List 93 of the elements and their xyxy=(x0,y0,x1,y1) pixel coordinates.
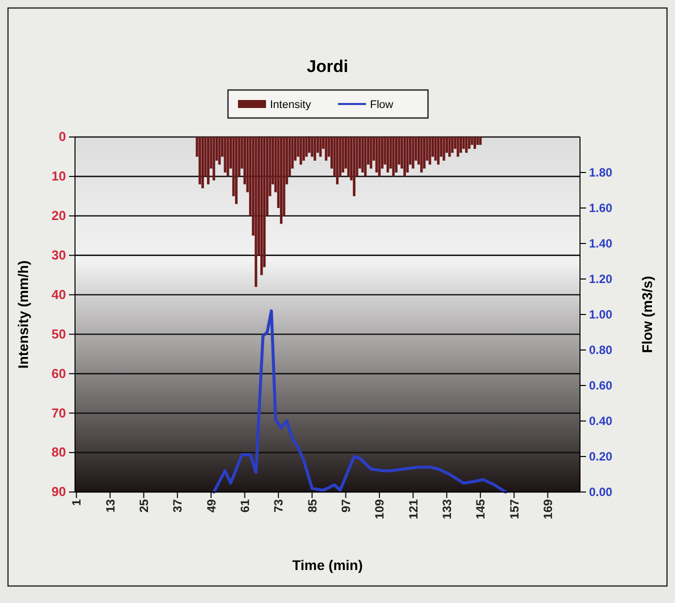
bar xyxy=(280,137,282,224)
y2-tick-label: 0.60 xyxy=(589,378,613,392)
x-tick-label: 109 xyxy=(372,498,387,520)
y-tick-label: 30 xyxy=(52,247,66,262)
bar xyxy=(212,137,216,180)
y-axis-title: Intensity (mm/h) xyxy=(15,260,31,369)
x-tick-label: 73 xyxy=(272,498,286,513)
bar xyxy=(310,137,314,157)
y-tick-label: 10 xyxy=(52,168,66,184)
y2-tick-label: 1.20 xyxy=(589,272,613,286)
x-tick-label: 37 xyxy=(170,498,185,513)
bar xyxy=(375,137,378,172)
x-tick-label: 49 xyxy=(204,498,218,513)
x-tick-label: 145 xyxy=(474,498,488,520)
y2-tick-label: 0.40 xyxy=(589,414,613,428)
bar xyxy=(300,137,302,165)
bar xyxy=(207,137,210,184)
y2-tick-label: 0.20 xyxy=(589,449,613,464)
bar xyxy=(308,137,311,153)
x-tick-label: 97 xyxy=(338,498,353,513)
bar xyxy=(364,137,367,176)
bar xyxy=(254,137,258,287)
x-tick-label: 169 xyxy=(540,498,555,520)
bar xyxy=(352,137,356,196)
bar xyxy=(218,137,221,165)
x-tick-label: 157 xyxy=(507,498,522,520)
bar xyxy=(201,137,204,188)
x-tick-label: 121 xyxy=(406,498,420,520)
line-series xyxy=(212,309,508,494)
bar xyxy=(470,137,474,145)
y2-tick-label: 1.40 xyxy=(589,236,613,250)
bar xyxy=(423,137,426,169)
bar xyxy=(434,137,437,161)
bar xyxy=(392,137,395,176)
bar xyxy=(442,137,446,161)
bar xyxy=(428,137,432,165)
x-tick-label: 25 xyxy=(136,498,151,513)
bar xyxy=(342,137,344,172)
y2-tick-label: 0.80 xyxy=(589,342,613,357)
y2-tick-label: 1.00 xyxy=(589,307,613,322)
bar xyxy=(370,137,372,169)
y2-tick-label: 0.00 xyxy=(589,484,613,499)
bar xyxy=(403,137,406,176)
bar xyxy=(314,137,316,161)
bar xyxy=(302,137,305,161)
bar xyxy=(476,137,479,145)
bar xyxy=(460,137,462,153)
x-tick-label: 1 xyxy=(70,498,84,506)
bar xyxy=(305,137,308,157)
y-tick-label: 60 xyxy=(52,366,66,381)
bar xyxy=(462,137,465,149)
bar xyxy=(319,137,322,157)
legend-label: Intensity xyxy=(270,99,312,111)
bar xyxy=(406,137,409,172)
chart-title: Jordi xyxy=(306,57,348,76)
y2-tick-label: 1.80 xyxy=(589,165,613,180)
y-tick-label: 50 xyxy=(52,326,66,342)
bar xyxy=(198,137,202,184)
bar xyxy=(224,137,226,172)
bar xyxy=(394,137,398,172)
y2-tick-label: 1.60 xyxy=(589,200,613,215)
bar xyxy=(420,137,423,172)
bar xyxy=(474,137,476,149)
x-tick-label: 85 xyxy=(305,498,320,513)
bar xyxy=(347,137,350,176)
y-tick-label: 70 xyxy=(52,405,66,420)
x-axis-title: Time (min) xyxy=(292,557,363,573)
y-tick-label: 20 xyxy=(52,208,66,224)
bar xyxy=(448,137,451,157)
legend-label: Flow xyxy=(370,99,394,111)
bar xyxy=(386,137,390,172)
bar xyxy=(456,137,460,157)
bar xyxy=(336,137,339,184)
bar xyxy=(468,137,470,149)
y-tick-label: 40 xyxy=(52,286,66,302)
bar xyxy=(378,137,381,176)
bar xyxy=(260,137,263,276)
x-tick-label: 13 xyxy=(103,498,118,513)
bar xyxy=(479,137,482,145)
y-tick-label: 80 xyxy=(52,444,66,460)
x-tick-label: 133 xyxy=(440,498,454,520)
bar xyxy=(465,137,468,153)
y-tick-label: 0 xyxy=(58,129,66,144)
y-tick-label: 90 xyxy=(52,484,66,500)
bar xyxy=(361,137,364,172)
bar xyxy=(437,137,440,165)
bar xyxy=(451,137,454,153)
bar xyxy=(412,137,414,169)
bar xyxy=(226,137,230,176)
bar xyxy=(235,137,238,204)
y2-axis-title: Flow (m3/s) xyxy=(639,276,655,354)
bar xyxy=(324,137,328,161)
x-tick-label: 61 xyxy=(238,498,252,513)
